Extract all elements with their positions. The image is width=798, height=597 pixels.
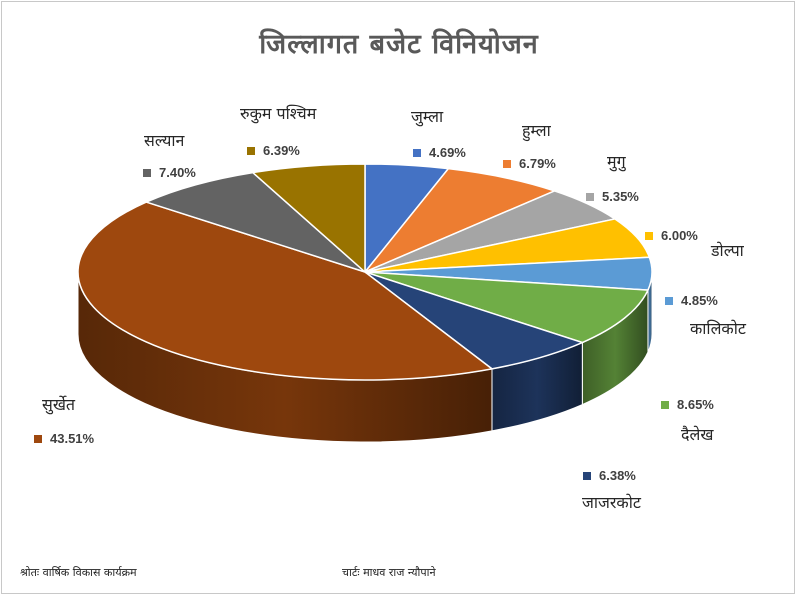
slice-2-marker [503,160,511,168]
slice-8-marker [34,435,42,443]
slice-9-value: 7.40% [159,165,196,180]
slice-5-marker [665,297,673,305]
slice-6-wedge [364,271,650,344]
pie-labels: जुम्ला 4.69% हुम्ला 6.79% मुगु 5.35% डोल्पा 6.0… [34,104,747,512]
slice-10-name: रुकुम पश्चिम [240,104,317,124]
slice-5-value: 4.85% [681,293,718,308]
slice-7-value: 6.38% [599,468,636,483]
slice-8-wedge [77,201,494,381]
slice-9-wedge [144,171,366,273]
slice-1-value: 4.69% [429,145,466,160]
slice-8-name: सुर्खेत [42,395,76,415]
slice-7-name: जाजरकोट [582,493,642,512]
slice-3-value: 5.35% [602,189,639,204]
chart-title: जिल्लागत बजेट विनियोजन [259,29,539,60]
slice-10-marker [247,147,255,155]
slice-6-marker [661,401,669,409]
slice-7-marker [583,472,591,480]
slice-1-marker [413,149,421,157]
chart-credit: चार्टः माधव राज न्यौपाने [342,566,436,579]
slice-2-value: 6.79% [519,156,556,171]
slice-4-marker [645,232,653,240]
slice-2-name: हुम्ला [522,121,552,142]
slice-10-wedge [251,163,366,274]
slice-6-value: 8.65% [677,397,714,412]
slice-6-name: दैलेख [681,425,714,444]
slice-8-value: 43.51% [50,431,95,446]
slice-3-name: मुगु [607,152,627,172]
slice-10-value: 6.39% [263,143,300,158]
slice-2-wedge [364,167,557,273]
slice-5-name: कालिकोट [690,319,747,338]
slice-7-wedge [364,271,585,370]
slice-9-marker [143,169,151,177]
pie-top [77,163,653,381]
slice-4-value: 6.00% [661,228,698,243]
slice-4-name: डोल्पा [710,241,745,260]
slice-1-name: जुम्ला [411,107,444,127]
source-note: श्रोतः वार्षिक विकास कार्यक्रम [20,566,137,579]
slice-3-marker [586,193,594,201]
slice-9-name: सल्यान [144,131,186,150]
